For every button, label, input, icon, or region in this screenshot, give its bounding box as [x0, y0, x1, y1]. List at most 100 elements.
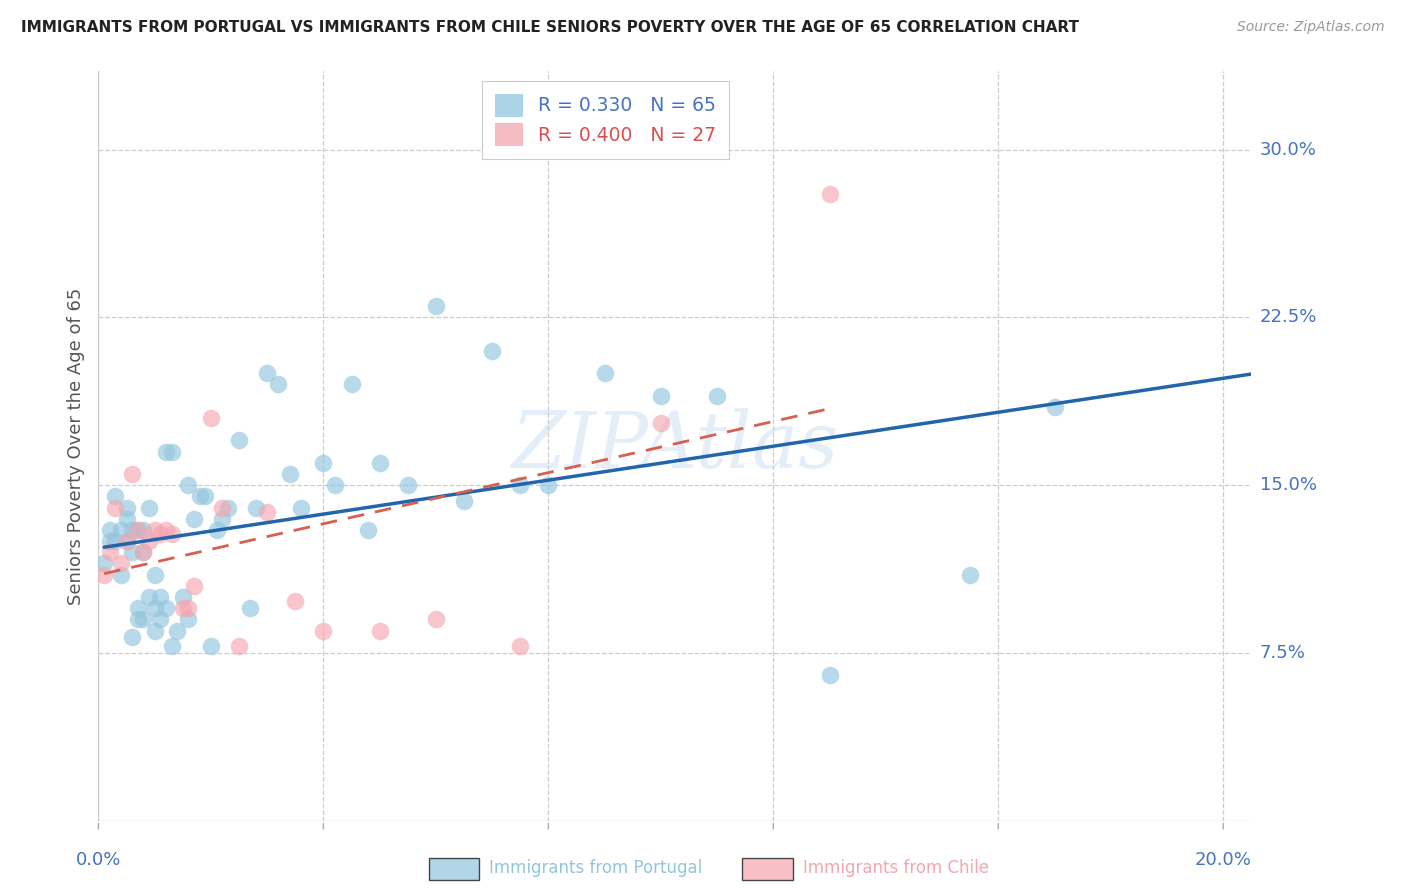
Point — [396, 478, 419, 492]
Point — [245, 500, 267, 515]
Point — [211, 500, 233, 515]
Point — [98, 545, 121, 559]
Point — [267, 377, 290, 392]
Text: Source: ZipAtlas.com: Source: ZipAtlas.com — [1237, 20, 1385, 34]
Point — [818, 668, 841, 682]
Point — [183, 511, 205, 525]
Point — [160, 527, 183, 541]
Point — [121, 467, 143, 481]
Point — [149, 612, 172, 626]
Point — [121, 545, 143, 559]
Point — [200, 639, 222, 653]
Point — [312, 456, 335, 470]
Point — [256, 505, 278, 519]
Point — [509, 478, 531, 492]
Text: 20.0%: 20.0% — [1195, 851, 1251, 869]
Point — [650, 416, 672, 430]
Point — [104, 489, 127, 503]
Point — [188, 489, 211, 503]
Point — [706, 389, 728, 403]
Point — [132, 545, 155, 559]
Point — [143, 567, 166, 582]
Text: 15.0%: 15.0% — [1260, 476, 1316, 494]
Point — [132, 523, 155, 537]
Point — [1043, 400, 1066, 414]
Point — [166, 624, 188, 638]
Point — [115, 500, 138, 515]
Point — [650, 389, 672, 403]
Point — [110, 567, 132, 582]
Point — [217, 500, 239, 515]
Point — [593, 367, 616, 381]
Point — [357, 523, 380, 537]
Point — [138, 534, 160, 549]
Point — [278, 467, 301, 481]
Text: 22.5%: 22.5% — [1260, 309, 1317, 326]
Point — [104, 534, 127, 549]
Text: 7.5%: 7.5% — [1260, 644, 1306, 662]
Point — [155, 601, 177, 615]
Point — [205, 523, 228, 537]
Point — [98, 534, 121, 549]
Point — [290, 500, 312, 515]
Text: Immigrants from Portugal: Immigrants from Portugal — [489, 859, 703, 877]
Point — [211, 511, 233, 525]
Point — [127, 612, 149, 626]
Point — [110, 523, 132, 537]
Point — [127, 601, 149, 615]
Point — [104, 500, 127, 515]
Point — [284, 594, 307, 608]
Point — [425, 299, 447, 313]
Point — [368, 456, 391, 470]
Point — [228, 639, 250, 653]
Point — [138, 500, 160, 515]
Point — [368, 624, 391, 638]
Point — [132, 545, 155, 559]
Point — [160, 639, 183, 653]
Text: Immigrants from Chile: Immigrants from Chile — [803, 859, 988, 877]
Point — [818, 187, 841, 202]
Y-axis label: Seniors Poverty Over the Age of 65: Seniors Poverty Over the Age of 65 — [66, 287, 84, 605]
Point — [312, 624, 335, 638]
Text: ZIPAtlas: ZIPAtlas — [512, 408, 838, 484]
Point — [239, 601, 262, 615]
Point — [98, 523, 121, 537]
Point — [183, 579, 205, 593]
Point — [149, 590, 172, 604]
Point — [537, 478, 560, 492]
Point — [132, 612, 155, 626]
Point — [172, 590, 194, 604]
Text: 30.0%: 30.0% — [1260, 141, 1316, 159]
Point — [143, 624, 166, 638]
Point — [93, 567, 115, 582]
Point — [127, 523, 149, 537]
Point — [143, 523, 166, 537]
Point — [110, 557, 132, 571]
Point — [93, 557, 115, 571]
Point — [481, 343, 503, 358]
Point — [228, 434, 250, 448]
Point — [143, 601, 166, 615]
Point — [127, 523, 149, 537]
Text: 0.0%: 0.0% — [76, 851, 121, 869]
Point — [194, 489, 217, 503]
Point — [200, 411, 222, 425]
Point — [121, 630, 143, 644]
Point — [149, 527, 172, 541]
Legend: R = 0.330   N = 65, R = 0.400   N = 27: R = 0.330 N = 65, R = 0.400 N = 27 — [482, 81, 730, 160]
Point — [453, 493, 475, 508]
Point — [155, 523, 177, 537]
Point — [138, 590, 160, 604]
Point — [155, 444, 177, 458]
Point — [256, 367, 278, 381]
Text: IMMIGRANTS FROM PORTUGAL VS IMMIGRANTS FROM CHILE SENIORS POVERTY OVER THE AGE O: IMMIGRANTS FROM PORTUGAL VS IMMIGRANTS F… — [21, 20, 1078, 35]
Point — [425, 612, 447, 626]
Point — [115, 534, 138, 549]
Point — [177, 601, 200, 615]
Point — [959, 567, 981, 582]
Point — [160, 444, 183, 458]
Point — [177, 478, 200, 492]
Point — [115, 534, 138, 549]
Point — [172, 601, 194, 615]
Point — [340, 377, 363, 392]
